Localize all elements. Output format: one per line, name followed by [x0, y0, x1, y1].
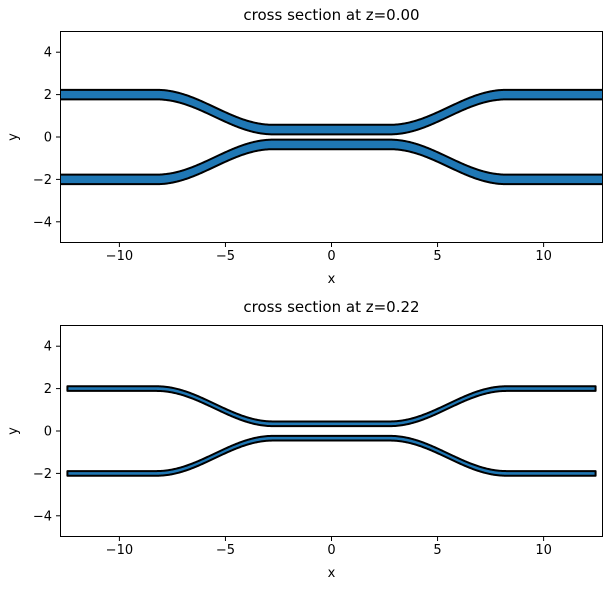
- plot1-axes-frame: [60, 31, 603, 243]
- plot1-waveguides: [60, 88, 603, 186]
- plot1-lower-waveguide: [60, 138, 603, 186]
- y-tick-label: 2: [44, 382, 52, 397]
- y-tick-label: −2: [33, 173, 52, 188]
- y-tick-label: 0: [44, 131, 52, 146]
- y-tick-label: −4: [33, 215, 52, 230]
- x-tick-label: 10: [535, 543, 552, 558]
- x-tick-label: −5: [216, 543, 235, 558]
- x-tick-label: 0: [327, 249, 335, 264]
- plot2-upper-waveguide: [66, 385, 597, 428]
- x-tick-label: 5: [433, 249, 441, 264]
- y-tick-label: −4: [33, 509, 52, 524]
- y-tick-label: 4: [44, 46, 52, 61]
- plot2-lower-waveguide: [66, 434, 597, 477]
- y-tick-label: 4: [44, 340, 52, 355]
- plot1-title: cross section at z=0.00: [243, 6, 420, 24]
- x-tick-label: 5: [433, 543, 441, 558]
- plot2-x-axis-label: x: [327, 566, 336, 581]
- y-tick-label: 2: [44, 88, 52, 103]
- plot2-y-axis-label: y: [6, 427, 21, 435]
- plot2-title: cross section at z=0.22: [243, 298, 420, 316]
- x-tick-label: 10: [535, 249, 552, 264]
- plot1-y-axis-label: y: [6, 133, 21, 141]
- plot2-waveguides: [66, 385, 597, 477]
- y-tick-label: −2: [33, 467, 52, 482]
- x-tick-label: −10: [106, 249, 133, 264]
- plot2-axes-frame: [60, 325, 603, 537]
- x-tick-label: 0: [327, 543, 335, 558]
- plot1-x-axis-label: x: [327, 272, 336, 287]
- y-tick-label: 0: [44, 425, 52, 440]
- plot1-upper-waveguide: [60, 88, 603, 136]
- x-tick-label: −10: [106, 543, 133, 558]
- x-tick-label: −5: [216, 249, 235, 264]
